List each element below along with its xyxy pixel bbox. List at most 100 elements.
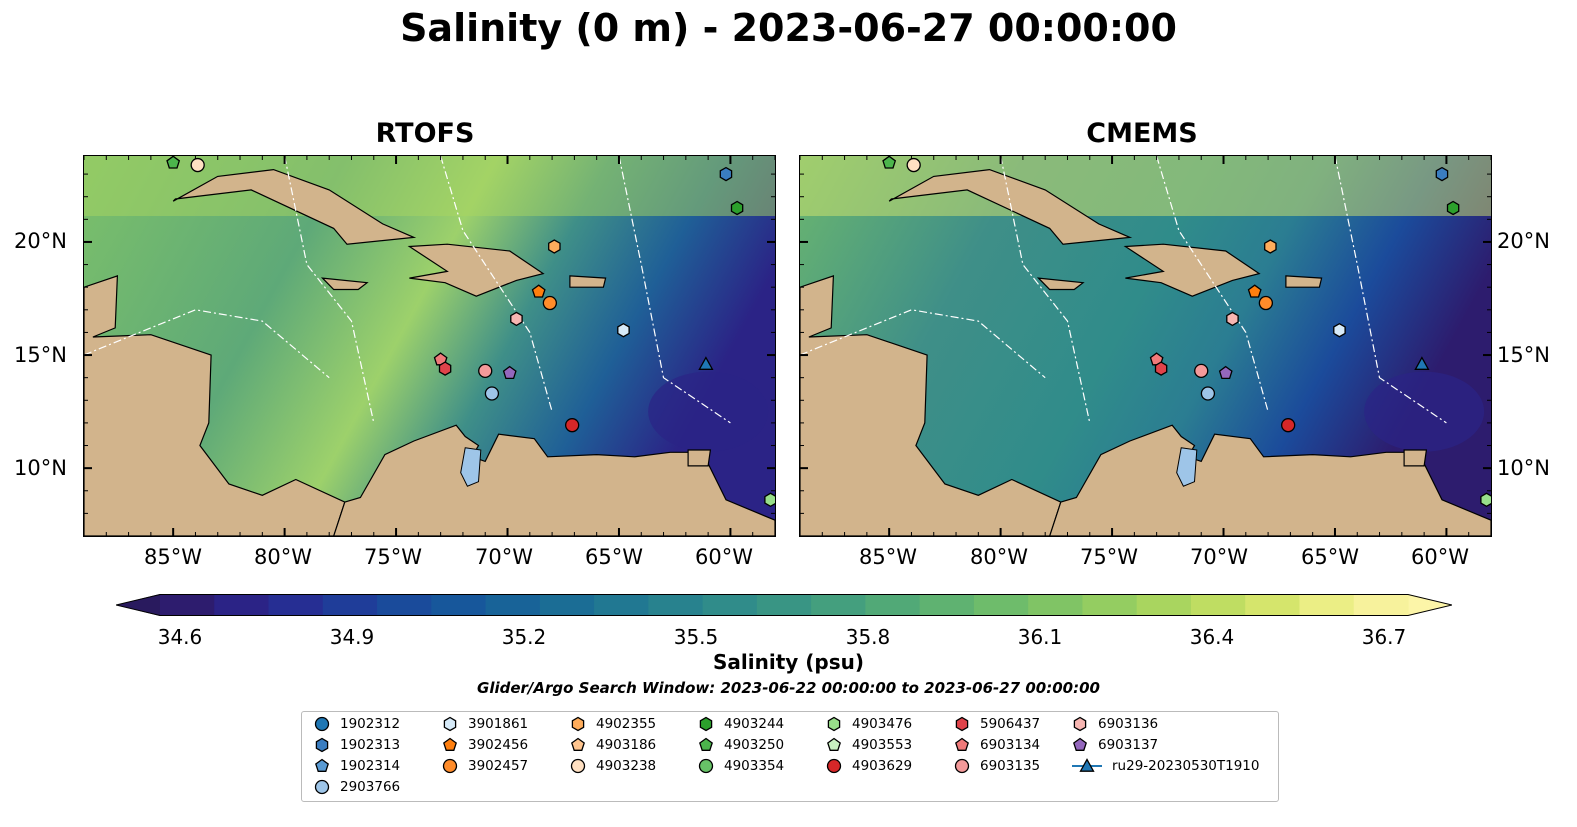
legend-label: 5906437 <box>980 716 1041 732</box>
legend-marker <box>1073 737 1087 751</box>
lon-label: 75°W <box>1080 545 1138 569</box>
legend-item: 6903137 <box>1072 735 1158 755</box>
colorbar-under-arrow <box>116 594 160 616</box>
platform-marker-4903244 <box>730 200 744 216</box>
legend-marker-circle-icon <box>314 779 330 795</box>
land-mass <box>687 449 712 467</box>
legend-marker <box>955 737 969 751</box>
platform-marker-4902355 <box>1264 239 1277 254</box>
legend-marker-hexagon-icon <box>571 716 585 732</box>
lon-label: 80°W <box>254 545 312 569</box>
colorbar-segment <box>811 594 866 616</box>
colorbar-segment <box>1082 594 1138 616</box>
platform-marker-2903766 <box>1200 386 1216 401</box>
eez-boundary <box>84 309 330 379</box>
eez-boundary <box>284 156 375 424</box>
search-window-text: Glider/Argo Search Window: 2023-06-22 00… <box>477 679 1100 697</box>
platform-marker-4903238 <box>190 157 205 173</box>
legend-item: 3901861 <box>442 714 528 734</box>
land-mass <box>888 168 1133 245</box>
lon-label: 85°W <box>859 545 917 569</box>
legend-label: 4903354 <box>724 758 785 774</box>
legend-label: 4903186 <box>596 737 657 753</box>
legend-marker-circle-icon <box>442 758 458 774</box>
platform-marker-6903136 <box>510 311 523 327</box>
lon-label: 80°W <box>970 545 1028 569</box>
legend-marker <box>442 758 458 774</box>
platform-marker-4903250 <box>166 156 181 169</box>
legend-marker-circle-icon <box>826 758 842 774</box>
colorbar-segment <box>485 594 541 616</box>
legend-marker <box>826 758 842 774</box>
legend-label: 3902457 <box>468 758 529 774</box>
lon-label: 65°W <box>1301 545 1359 569</box>
colorbar-segment <box>648 594 704 616</box>
colorbar-over-arrow <box>1408 594 1452 616</box>
platform-marker-6903135 <box>1194 363 1209 379</box>
legend-label: 1902314 <box>340 758 401 774</box>
colorbar <box>116 594 1452 616</box>
legend-marker <box>1079 758 1095 772</box>
legend-item: 4903629 <box>826 756 912 776</box>
lon-label: 85°W <box>144 545 202 569</box>
legend-item: 3902457 <box>442 756 528 776</box>
legend-item: 4903553 <box>826 735 912 755</box>
platform-marker-2903766 <box>484 386 500 401</box>
platform-marker-4902355 <box>548 239 561 254</box>
colorbar-tick-label: 34.6 <box>157 625 203 649</box>
map-panel-cmems <box>799 155 1492 537</box>
legend-marker <box>954 758 970 774</box>
legend-marker <box>827 716 841 732</box>
land-mass <box>407 243 545 297</box>
legend-marker <box>314 779 330 795</box>
land-mass <box>1036 277 1085 291</box>
legend-item: 4902355 <box>570 714 656 734</box>
colorbar-segment <box>160 594 215 616</box>
legend-item: 4903186 <box>570 735 656 755</box>
platform-marker-3902456 <box>1247 284 1262 298</box>
legend-marker-hexagon-icon <box>315 737 329 753</box>
eez-boundary <box>800 309 1046 379</box>
legend-marker <box>827 737 841 751</box>
legend-label: 6903136 <box>1098 716 1159 732</box>
colorbar-tick-label: 35.2 <box>501 625 547 649</box>
platform-marker-3901861 <box>1333 322 1346 338</box>
eez-boundary <box>618 156 731 424</box>
colorbar-segment <box>1028 594 1084 616</box>
colorbar-segment <box>1353 594 1409 616</box>
legend-label: 4902355 <box>596 716 657 732</box>
legend-marker-pentagon-icon <box>955 737 969 751</box>
legend-marker <box>315 737 329 753</box>
eez-boundary <box>440 156 553 412</box>
platform-marker-4903476 <box>764 492 775 508</box>
land-mass <box>1123 243 1261 297</box>
platform-marker-ru29-20230530T1910 <box>1414 356 1430 370</box>
colorbar-title: Salinity (psu) <box>712 650 864 674</box>
platform-marker-3902457 <box>1258 295 1274 311</box>
colorbar-segment <box>1299 594 1355 616</box>
lon-label: 60°W <box>695 545 753 569</box>
platform-marker-3902457 <box>542 295 558 311</box>
lon-label: 70°W <box>475 545 533 569</box>
legend-marker-pentagon-icon <box>699 737 713 751</box>
platform-marker-5906437 <box>1154 361 1168 376</box>
platform-marker-6903137 <box>502 365 517 380</box>
eez-boundary <box>1000 156 1091 424</box>
lon-label: 75°W <box>364 545 422 569</box>
legend-marker <box>443 737 457 751</box>
legend-item: 5906437 <box>954 714 1040 734</box>
platform-marker-3902456 <box>531 284 546 298</box>
panel-title-rtofs: RTOFS <box>375 118 475 149</box>
legend-marker-hexagon-icon <box>827 716 841 732</box>
colorbar-segment <box>594 594 649 616</box>
legend-marker-circle-icon <box>314 716 330 732</box>
legend-label: 4903553 <box>852 737 913 753</box>
legend-item: 4903244 <box>698 714 784 734</box>
land-mass <box>320 277 369 291</box>
legend-marker <box>571 737 585 751</box>
legend-label: 4903244 <box>724 716 785 732</box>
colorbar-segment <box>322 594 378 616</box>
colorbar-tick-label: 35.8 <box>845 625 891 649</box>
legend-marker <box>698 758 714 774</box>
colorbar-tick-label: 35.5 <box>673 625 719 649</box>
